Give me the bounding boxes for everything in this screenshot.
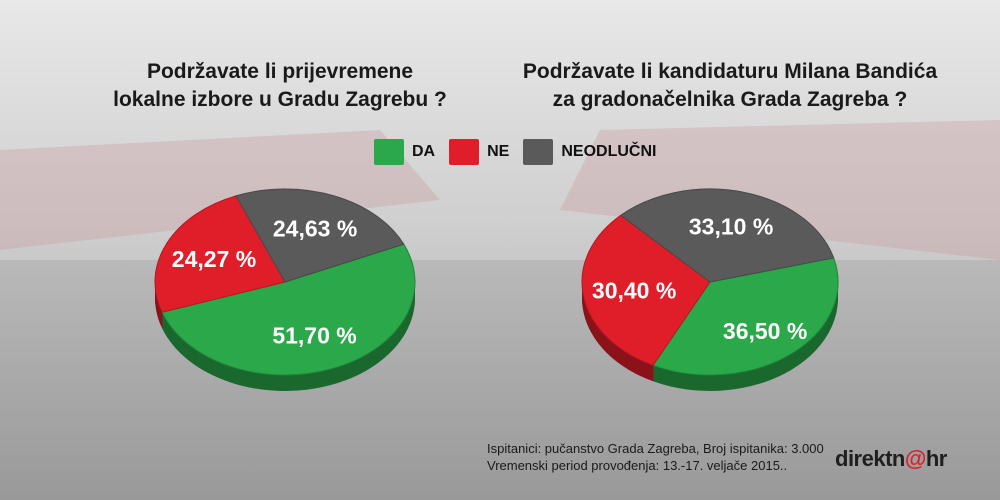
legend-item-da: DA (374, 139, 435, 165)
legend-label-da: DA (412, 143, 436, 160)
pie-chart-2: 36,50 % 30,40 % 33,10 % (581, 188, 839, 391)
pie-2-data-label-1: 36,50 % (723, 318, 807, 344)
pie-1-slice-neodlucni (235, 188, 405, 283)
left-title-line1: Podržavate li prijevremene (146, 60, 414, 83)
footnote-line2: Vremenski period provođenja: 13.-17. vel… (487, 458, 788, 473)
left-title-line2: lokalne izbore u Gradu Zagrebu ? (113, 88, 447, 111)
right-title-line2: za gradonačelnika Grada Zagreba ? (552, 88, 908, 111)
legend-label-neodlucni: NEODLUČNI (561, 143, 657, 160)
pie-2-data-label-2: 30,40 % (592, 278, 676, 304)
legend-item-ne: NE (449, 139, 509, 165)
footnote-line1: Ispitanici: pučanstvo Grada Zagreba, Bro… (487, 441, 824, 456)
legend-swatch-ne (449, 139, 480, 165)
pie-2-slice-ne (581, 214, 711, 366)
legend-swatch-da (374, 139, 404, 165)
pie-2-slice-neodlucni (619, 188, 835, 283)
pie-2-data-label-3: 33,10 % (689, 213, 773, 239)
logo-at: @ (904, 446, 926, 471)
pie-2-slice-da (652, 257, 839, 376)
pie-1-data-label-3: 24,63 % (273, 216, 357, 242)
pie-1-data-label-1: 51,70 % (272, 323, 356, 349)
legend-label-ne: NE (487, 143, 510, 160)
right-chart-title: Podržavate li kandidaturu Milana Bandića… (470, 58, 990, 114)
pie-chart-1: 51,70 % 24,27 % 24,63 % (154, 188, 416, 392)
legend-swatch-neodlucni (523, 139, 554, 165)
left-chart-title: Podržavate li prijevremene lokalne izbor… (90, 58, 470, 114)
pie-1-slice-da (161, 243, 416, 376)
survey-footnote: Ispitanici: pučanstvo Grada Zagreba, Bro… (487, 440, 824, 474)
legend: DA NE NEODLUČNI (374, 138, 670, 166)
right-title-line1: Podržavate li kandidaturu Milana Bandića (522, 60, 938, 83)
legend-item-neodlucni: NEODLUČNI (523, 139, 656, 165)
direktno-logo: direktn@hr (835, 446, 947, 472)
logo-text-2: hr (925, 446, 948, 471)
pie-1-data-label-2: 24,27 % (172, 246, 256, 272)
logo-text-1: direktn (835, 446, 905, 471)
